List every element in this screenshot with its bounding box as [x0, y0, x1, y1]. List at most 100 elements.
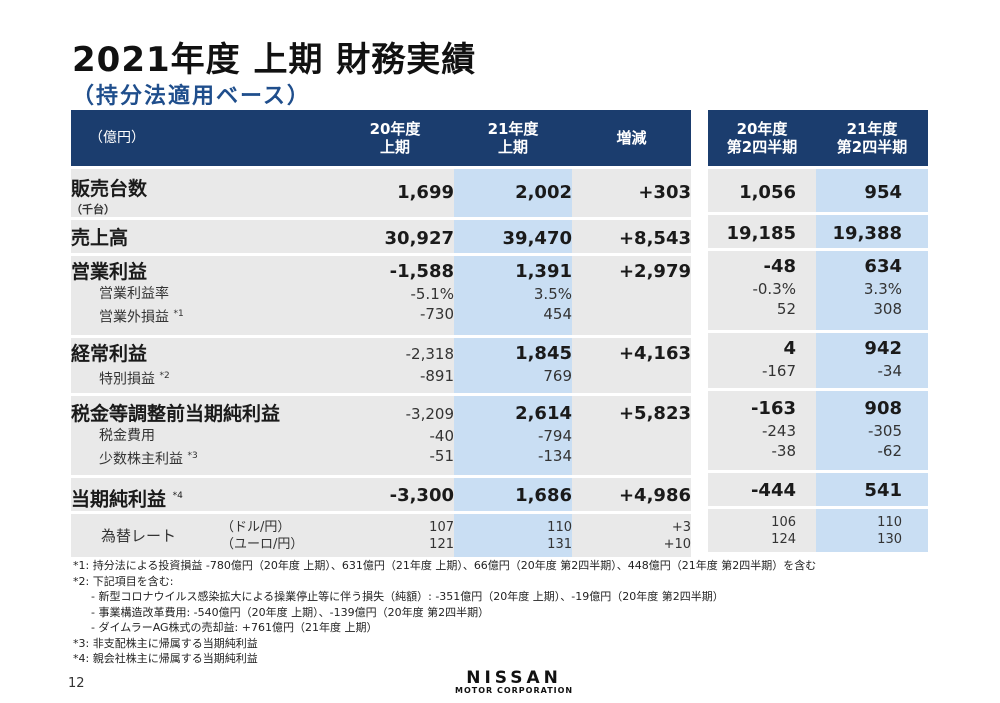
row-label: 経常利益 — [71, 343, 148, 365]
row-label: 営業利益 — [71, 261, 148, 283]
row-sublabel: 税金費用 — [99, 428, 155, 444]
cell-value: -134 — [537, 447, 572, 465]
cell-value: -167 — [761, 362, 796, 380]
table-row-net: -444 541 — [708, 471, 928, 509]
footnote-2-item: - 事業構造改革費用: -540億円（20年度 上期）、-139億円（20年度 … — [91, 605, 490, 619]
cell-value: 124 — [771, 532, 796, 547]
footnotes: *1: 持分法による投資損益 -780億円（20年度 上期）、631億円（21年… — [73, 558, 953, 667]
cell-value: +8,543 — [572, 218, 691, 256]
cell-value: -62 — [877, 442, 903, 460]
cell-value: 3.3% — [863, 280, 902, 298]
cell-value: 4 — [783, 338, 796, 359]
table-row-pretax: -163 -243 -38 908 -305 -62 — [708, 389, 928, 473]
table-row-ordinary: 経常利益 特別損益 *2 -2,318 -891 1,845 769 +4,163 — [71, 336, 691, 396]
cell-value: 454 — [543, 305, 572, 323]
table-row-operating: 営業利益 営業利益率 営業外損益 *1 -1,588 -5.1% -730 1,39… — [71, 254, 691, 338]
cell-value: 769 — [543, 367, 572, 385]
financial-table-half-year: （億円） 20年度 上期 21年度 上期 増減 販売台数 （千台） 1,699 2,0… — [71, 110, 691, 557]
footnote-3: *3: 非支配株主に帰属する当期純利益 — [73, 636, 258, 650]
cell-value: 308 — [873, 300, 902, 318]
footnote-2-item: - ダイムラーAG株式の売却益: +761億円（21年度 上期） — [91, 621, 378, 634]
row-sublabel: （千台） — [71, 203, 115, 216]
cell-value: +303 — [572, 167, 691, 220]
row-label: 税金等調整前当期純利益 — [71, 403, 281, 425]
cell-value: +2,979 — [618, 261, 691, 282]
table-row-units: 販売台数 （千台） 1,699 2,002 +303 — [71, 167, 691, 220]
table-row-ordinary: 4 -167 942 -34 — [708, 331, 928, 391]
cell-value: -891 — [419, 367, 454, 385]
cell-value: 131 — [547, 537, 572, 553]
cell-value: -34 — [877, 362, 903, 380]
cell-value: 1,391 — [515, 261, 572, 282]
row-label: 売上高 — [71, 227, 129, 249]
cell-value: 1,699 — [336, 167, 454, 220]
cell-value: -2,318 — [405, 345, 454, 363]
cell-value: -3,209 — [405, 405, 454, 423]
cell-value: -243 — [761, 422, 796, 440]
cell-value: -163 — [750, 398, 796, 419]
fx-usd-label: （ドル/円） — [221, 520, 291, 536]
cell-value: 954 — [816, 167, 928, 215]
cell-value: 110 — [877, 515, 902, 530]
cell-value: 2,614 — [515, 403, 572, 424]
cell-value: 1,686 — [454, 476, 572, 515]
cell-value: -794 — [537, 427, 572, 445]
cell-value: 106 — [771, 515, 796, 530]
cell-value: -5.1% — [410, 285, 454, 303]
table-row-sales: 19,185 19,388 — [708, 213, 928, 251]
cell-value: +5,823 — [618, 403, 691, 424]
financial-table-quarter: 20年度 第2四半期 21年度 第2四半期 1,056 954 19,185 19,… — [708, 110, 928, 552]
col-header-20h1: 20年度 上期 — [336, 110, 454, 169]
col-header-21q2: 21年度 第2四半期 — [816, 110, 928, 169]
cell-value: -305 — [867, 422, 902, 440]
cell-value: 130 — [877, 532, 902, 547]
logo-tagline: MOTOR CORPORATION — [455, 686, 574, 695]
footnote-2-item: - 新型コロナウイルス感染拡大による操業停止等に伴う損失（純額）: -351億円… — [91, 590, 724, 603]
cell-value: 107 — [429, 520, 454, 536]
row-sublabel: 営業利益率 — [99, 286, 169, 302]
cell-value: -40 — [429, 427, 455, 445]
fx-eur-label: （ユーロ/円） — [221, 537, 304, 553]
cell-value: -3,300 — [336, 476, 454, 515]
table-row-operating: -48 -0.3% 52 634 3.3% 308 — [708, 249, 928, 333]
cell-value: 19,185 — [708, 213, 816, 251]
row-sublabel: 営業外損益 *1 — [99, 309, 184, 326]
row-sublabel: 特別損益 *2 — [99, 371, 170, 388]
table-row-fx: 106 124 110 130 — [708, 507, 928, 552]
table-row-net: 当期純利益 *4 -3,300 1,686 +4,986 — [71, 476, 691, 515]
cell-value: -730 — [419, 305, 454, 323]
cell-value: +3 — [671, 520, 691, 536]
footnote-4: *4: 親会社株主に帰属する当期純利益 — [73, 652, 258, 665]
page-title: 2021年度 上期 財務実績 — [72, 40, 477, 80]
cell-value: 39,470 — [454, 218, 572, 256]
table-row-units: 1,056 954 — [708, 167, 928, 215]
table-row-fx: 為替レート （ドル/円） （ユーロ/円） 107 121 110 131 +3 +10 — [71, 512, 691, 557]
cell-value: +4,986 — [572, 476, 691, 515]
cell-value: 942 — [864, 338, 902, 359]
footnote-1: *1: 持分法による投資損益 -780億円（20年度 上期）、631億円（21年… — [73, 559, 817, 572]
cell-value: -0.3% — [752, 280, 796, 298]
col-header-change: 増減 — [572, 110, 691, 169]
cell-value: -51 — [429, 447, 455, 465]
cell-value: -38 — [771, 442, 797, 460]
cell-value: 110 — [547, 520, 572, 536]
cell-value: 121 — [429, 537, 454, 553]
row-label: 為替レート — [101, 527, 177, 546]
unit-label: （億円） — [71, 110, 336, 169]
cell-value: 19,388 — [816, 213, 928, 251]
col-header-21h1: 21年度 上期 — [454, 110, 572, 169]
nissan-logo: NISSAN MOTOR CORPORATION — [455, 668, 573, 695]
table-row-sales: 売上高 30,927 39,470 +8,543 — [71, 218, 691, 256]
cell-value: -48 — [763, 256, 796, 277]
table-header-row: 20年度 第2四半期 21年度 第2四半期 — [708, 110, 928, 169]
table-row-pretax: 税金等調整前当期純利益 税金費用 少数株主利益 *3 -3,209 -40 -51 … — [71, 394, 691, 478]
cell-value: 1,056 — [708, 167, 816, 215]
cell-value: 3.5% — [533, 285, 572, 303]
cell-value: 52 — [776, 300, 796, 318]
logo-name: NISSAN — [466, 668, 562, 688]
row-label: 販売台数 — [71, 178, 148, 200]
cell-value: -1,588 — [389, 261, 454, 282]
page-number: 12 — [68, 676, 85, 691]
cell-value: +4,163 — [618, 343, 691, 364]
row-label: 当期純利益 *4 — [71, 488, 183, 511]
